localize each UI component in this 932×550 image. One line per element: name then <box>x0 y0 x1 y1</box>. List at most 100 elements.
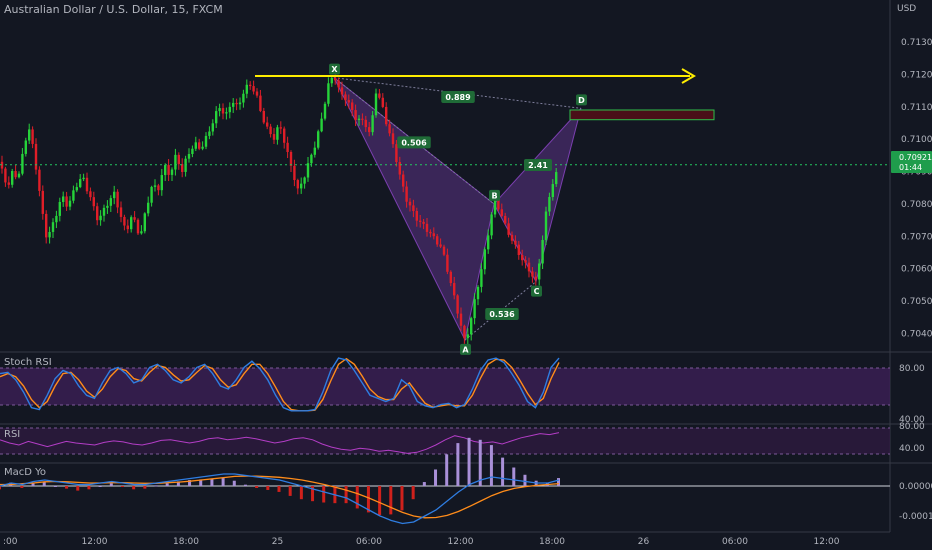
candle-body-11[interactable] <box>38 169 41 191</box>
candle-body-114[interactable] <box>388 124 391 134</box>
candle-body-56[interactable] <box>191 148 194 154</box>
candle-body-55[interactable] <box>187 153 191 159</box>
candle-body-23[interactable] <box>79 179 82 188</box>
candle-body-104[interactable] <box>354 110 357 121</box>
candle-body-129[interactable] <box>439 244 442 247</box>
candle-body-10[interactable] <box>34 143 38 170</box>
candle-body-19[interactable] <box>65 196 68 207</box>
candle-body-160[interactable] <box>544 211 548 241</box>
candle-body-44[interactable] <box>150 186 153 203</box>
candle-body-123[interactable] <box>419 220 422 222</box>
candle-body-127[interactable] <box>432 233 435 237</box>
candle-body-142[interactable] <box>483 249 486 270</box>
candle-body-120[interactable] <box>408 201 412 206</box>
candle-body-3[interactable] <box>11 170 14 185</box>
candle-body-138[interactable] <box>470 318 473 335</box>
candle-body-146[interactable] <box>497 199 500 210</box>
candle-body-105[interactable] <box>357 118 361 121</box>
candle-body-48[interactable] <box>164 165 167 176</box>
candle-body-78[interactable] <box>266 122 269 127</box>
candle-body-107[interactable] <box>364 119 367 128</box>
candle-body-66[interactable] <box>225 112 228 114</box>
candle-body-7[interactable] <box>24 140 27 154</box>
candle-body-84[interactable] <box>286 142 289 152</box>
candle-body-100[interactable] <box>340 87 344 95</box>
candle-body-70[interactable] <box>238 102 242 105</box>
candle-body-106[interactable] <box>361 118 364 120</box>
candle-body-65[interactable] <box>221 108 225 114</box>
point-badge-D[interactable] <box>576 94 587 106</box>
candle-body-110[interactable] <box>374 93 378 116</box>
candle-body-86[interactable] <box>293 165 296 181</box>
candle-body-27[interactable] <box>92 197 95 207</box>
candle-body-157[interactable] <box>534 276 537 280</box>
candle-body-102[interactable] <box>347 100 350 103</box>
candle-body-128[interactable] <box>436 236 439 245</box>
candle-body-149[interactable] <box>507 223 510 235</box>
point-badge-B[interactable] <box>489 189 500 201</box>
candle-body-151[interactable] <box>514 240 517 245</box>
candle-body-150[interactable] <box>510 234 514 241</box>
candle-body-162[interactable] <box>551 184 554 198</box>
candle-body-143[interactable] <box>487 235 490 250</box>
candle-body-43[interactable] <box>147 202 150 214</box>
candle-body-116[interactable] <box>395 144 398 163</box>
candle-body-97[interactable] <box>330 77 333 84</box>
candle-body-36[interactable] <box>123 216 126 226</box>
candle-body-108[interactable] <box>368 127 371 133</box>
candle-body-59[interactable] <box>201 146 204 149</box>
candle-body-95[interactable] <box>323 103 327 119</box>
candle-body-33[interactable] <box>113 191 116 199</box>
candle-body-133[interactable] <box>453 283 456 296</box>
candle-body-53[interactable] <box>181 164 184 172</box>
candle-body-148[interactable] <box>504 215 507 224</box>
candle-body-50[interactable] <box>170 169 174 175</box>
candle-body-131[interactable] <box>446 254 449 272</box>
candle-body-64[interactable] <box>218 108 221 112</box>
candle-body-109[interactable] <box>371 115 374 133</box>
candle-body-29[interactable] <box>99 215 102 221</box>
candle-body-103[interactable] <box>351 102 354 111</box>
candle-body-83[interactable] <box>283 128 286 143</box>
candle-body-80[interactable] <box>272 134 276 140</box>
candle-body-145[interactable] <box>493 199 497 215</box>
candle-body-49[interactable] <box>167 165 170 175</box>
candle-body-85[interactable] <box>289 151 293 166</box>
candle-body-39[interactable] <box>133 217 136 220</box>
candle-body-24[interactable] <box>82 177 85 180</box>
point-badge-A[interactable] <box>460 343 471 355</box>
candle-body-21[interactable] <box>72 190 75 201</box>
candle-body-158[interactable] <box>538 263 541 280</box>
candle-body-6[interactable] <box>21 153 24 174</box>
symbol-title[interactable]: Australian Dollar / U.S. Dollar, 15, FXC… <box>4 3 223 16</box>
candle-body-40[interactable] <box>136 219 140 234</box>
candle-body-31[interactable] <box>106 205 109 208</box>
candle-body-136[interactable] <box>463 325 466 339</box>
candle-body-17[interactable] <box>58 201 61 216</box>
candle-body-60[interactable] <box>204 135 208 147</box>
candle-body-130[interactable] <box>442 246 446 255</box>
candle-body-139[interactable] <box>473 299 476 319</box>
candle-body-34[interactable] <box>116 191 119 208</box>
candle-body-18[interactable] <box>62 196 65 202</box>
candle-body-58[interactable] <box>198 142 201 149</box>
candle-body-111[interactable] <box>378 93 381 98</box>
candle-body-25[interactable] <box>85 177 89 192</box>
candle-body-112[interactable] <box>381 97 384 107</box>
ratio-badge-0[interactable] <box>397 136 431 149</box>
candle-body-119[interactable] <box>405 186 408 202</box>
candle-body-52[interactable] <box>177 154 180 165</box>
candle-body-125[interactable] <box>425 223 429 232</box>
ratio-badge-2[interactable] <box>485 308 519 320</box>
candle-body-15[interactable] <box>51 222 55 232</box>
candle-body-159[interactable] <box>541 240 544 264</box>
candle-body-94[interactable] <box>320 118 323 132</box>
candle-body-54[interactable] <box>184 158 187 172</box>
candle-body-117[interactable] <box>398 162 401 175</box>
candle-body-26[interactable] <box>89 191 92 198</box>
candle-body-75[interactable] <box>255 91 259 96</box>
candle-body-35[interactable] <box>119 207 123 217</box>
candle-body-87[interactable] <box>296 180 299 189</box>
candle-body-89[interactable] <box>303 177 306 184</box>
candle-body-72[interactable] <box>245 84 248 94</box>
